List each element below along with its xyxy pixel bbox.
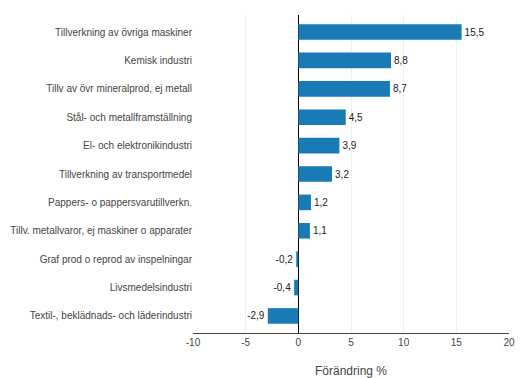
svg-text:-10: -10 (186, 337, 201, 348)
svg-text:20: 20 (503, 337, 515, 348)
svg-text:Stål- och metallframställning: Stål- och metallframställning (66, 112, 192, 123)
svg-text:-0,4: -0,4 (273, 282, 291, 293)
svg-text:5: 5 (348, 337, 354, 348)
svg-text:Graf prod o reprod av inspelni: Graf prod o reprod av inspelningar (40, 254, 193, 265)
svg-text:Pappers- o pappersvarutillverk: Pappers- o pappersvarutillverkn. (48, 197, 192, 208)
svg-text:Tillv av övr mineralprod, ej m: Tillv av övr mineralprod, ej metall (46, 83, 192, 94)
svg-text:1,1: 1,1 (313, 225, 327, 236)
svg-text:Tillverkning av övriga maskine: Tillverkning av övriga maskiner (55, 27, 193, 38)
svg-text:Kemisk industri: Kemisk industri (124, 55, 192, 66)
svg-text:15: 15 (451, 337, 463, 348)
svg-text:8,7: 8,7 (393, 83, 407, 94)
svg-text:Tillverkning av transportmedel: Tillverkning av transportmedel (59, 169, 192, 180)
svg-text:15,5: 15,5 (465, 27, 485, 38)
svg-text:10: 10 (398, 337, 410, 348)
svg-text:3,9: 3,9 (342, 140, 356, 151)
svg-text:Tillv. metallvaror, ej maskine: Tillv. metallvaror, ej maskiner o appara… (10, 225, 192, 236)
svg-text:1,2: 1,2 (314, 197, 328, 208)
svg-text:3,2: 3,2 (335, 169, 349, 180)
svg-text:Livsmedelsindustri: Livsmedelsindustri (110, 282, 192, 293)
svg-text:Textil-, beklädnads- och läder: Textil-, beklädnads- och läderindustri (30, 310, 192, 321)
svg-text:-0,2: -0,2 (276, 254, 294, 265)
svg-text:-5: -5 (241, 337, 250, 348)
svg-text:8,8: 8,8 (394, 55, 408, 66)
svg-text:4,5: 4,5 (349, 112, 363, 123)
svg-text:-2,9: -2,9 (247, 310, 265, 321)
svg-text:El- och elektronikindustri: El- och elektronikindustri (83, 140, 192, 151)
svg-text:Förändring %: Förändring % (315, 364, 387, 378)
svg-text:0: 0 (296, 337, 302, 348)
